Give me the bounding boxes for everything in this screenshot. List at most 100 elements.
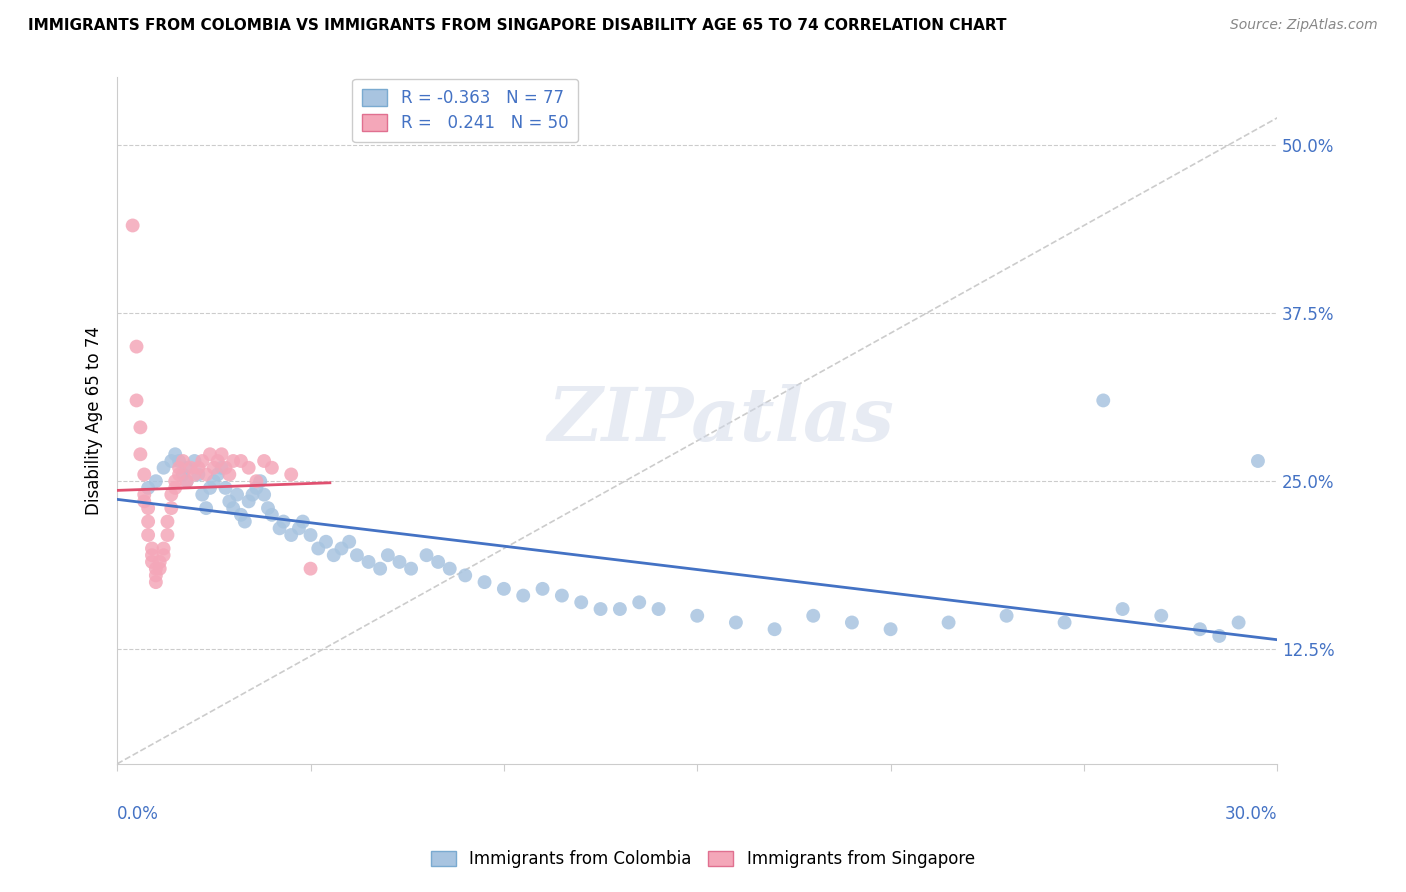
Point <box>415 548 437 562</box>
Point <box>156 515 179 529</box>
Point <box>1150 608 1173 623</box>
Point <box>399 562 422 576</box>
Point <box>291 515 314 529</box>
Point <box>647 602 669 616</box>
Point <box>377 548 399 562</box>
Point <box>427 555 450 569</box>
Point <box>211 460 233 475</box>
Point <box>218 494 240 508</box>
Point <box>214 481 236 495</box>
Point <box>207 467 229 482</box>
Point <box>207 454 229 468</box>
Point <box>160 501 183 516</box>
Point <box>260 460 283 475</box>
Point <box>609 602 631 616</box>
Point <box>474 575 496 590</box>
Point <box>198 447 221 461</box>
Point <box>357 555 380 569</box>
Point <box>167 467 190 482</box>
Point <box>222 501 245 516</box>
Point <box>315 534 337 549</box>
Point <box>492 582 515 596</box>
Point <box>589 602 612 616</box>
Point <box>141 548 163 562</box>
Point <box>238 460 260 475</box>
Point <box>167 460 190 475</box>
Text: Source: ZipAtlas.com: Source: ZipAtlas.com <box>1230 18 1378 32</box>
Point <box>238 494 260 508</box>
Point <box>134 488 156 502</box>
Point <box>165 481 187 495</box>
Text: ZIPatlas: ZIPatlas <box>547 384 894 457</box>
Point <box>1188 622 1211 636</box>
Point <box>218 467 240 482</box>
Point <box>337 534 360 549</box>
Point <box>233 515 256 529</box>
Point <box>879 622 901 636</box>
Point <box>260 508 283 522</box>
Point <box>176 460 198 475</box>
Point <box>253 454 276 468</box>
Point <box>226 488 249 502</box>
Point <box>763 622 786 636</box>
Point <box>136 501 159 516</box>
Point <box>134 494 156 508</box>
Legend: R = -0.363   N = 77, R =   0.241   N = 50: R = -0.363 N = 77, R = 0.241 N = 50 <box>353 78 578 142</box>
Point <box>172 454 194 468</box>
Point <box>307 541 329 556</box>
Y-axis label: Disability Age 65 to 74: Disability Age 65 to 74 <box>86 326 103 515</box>
Point <box>165 474 187 488</box>
Point <box>152 460 174 475</box>
Point <box>172 467 194 482</box>
Point <box>1208 629 1230 643</box>
Point <box>1111 602 1133 616</box>
Point <box>245 474 267 488</box>
Point <box>322 548 344 562</box>
Point <box>288 521 311 535</box>
Point <box>253 488 276 502</box>
Point <box>257 501 280 516</box>
Point <box>187 460 209 475</box>
Point <box>229 508 252 522</box>
Point <box>299 562 322 576</box>
Point <box>145 568 167 582</box>
Point <box>628 595 651 609</box>
Point <box>242 488 264 502</box>
Point <box>346 548 368 562</box>
Point <box>439 562 461 576</box>
Point <box>152 541 174 556</box>
Point <box>1092 393 1115 408</box>
Point <box>368 562 391 576</box>
Point <box>136 515 159 529</box>
Text: 0.0%: 0.0% <box>117 805 159 823</box>
Point <box>299 528 322 542</box>
Point <box>134 467 156 482</box>
Point <box>176 474 198 488</box>
Point <box>191 454 214 468</box>
Point <box>202 460 225 475</box>
Point <box>183 454 205 468</box>
Point <box>145 575 167 590</box>
Point <box>273 515 295 529</box>
Point <box>202 474 225 488</box>
Point <box>183 467 205 482</box>
Point <box>801 608 824 623</box>
Point <box>187 467 209 482</box>
Point <box>724 615 747 630</box>
Point <box>125 393 148 408</box>
Point <box>551 589 574 603</box>
Point <box>152 548 174 562</box>
Point <box>249 474 271 488</box>
Point <box>686 608 709 623</box>
Point <box>136 481 159 495</box>
Point <box>125 340 148 354</box>
Legend: Immigrants from Colombia, Immigrants from Singapore: Immigrants from Colombia, Immigrants fro… <box>425 844 981 875</box>
Point <box>512 589 534 603</box>
Point <box>198 481 221 495</box>
Point <box>129 447 152 461</box>
Point <box>280 528 302 542</box>
Point <box>145 562 167 576</box>
Point <box>454 568 477 582</box>
Point <box>569 595 592 609</box>
Point <box>531 582 554 596</box>
